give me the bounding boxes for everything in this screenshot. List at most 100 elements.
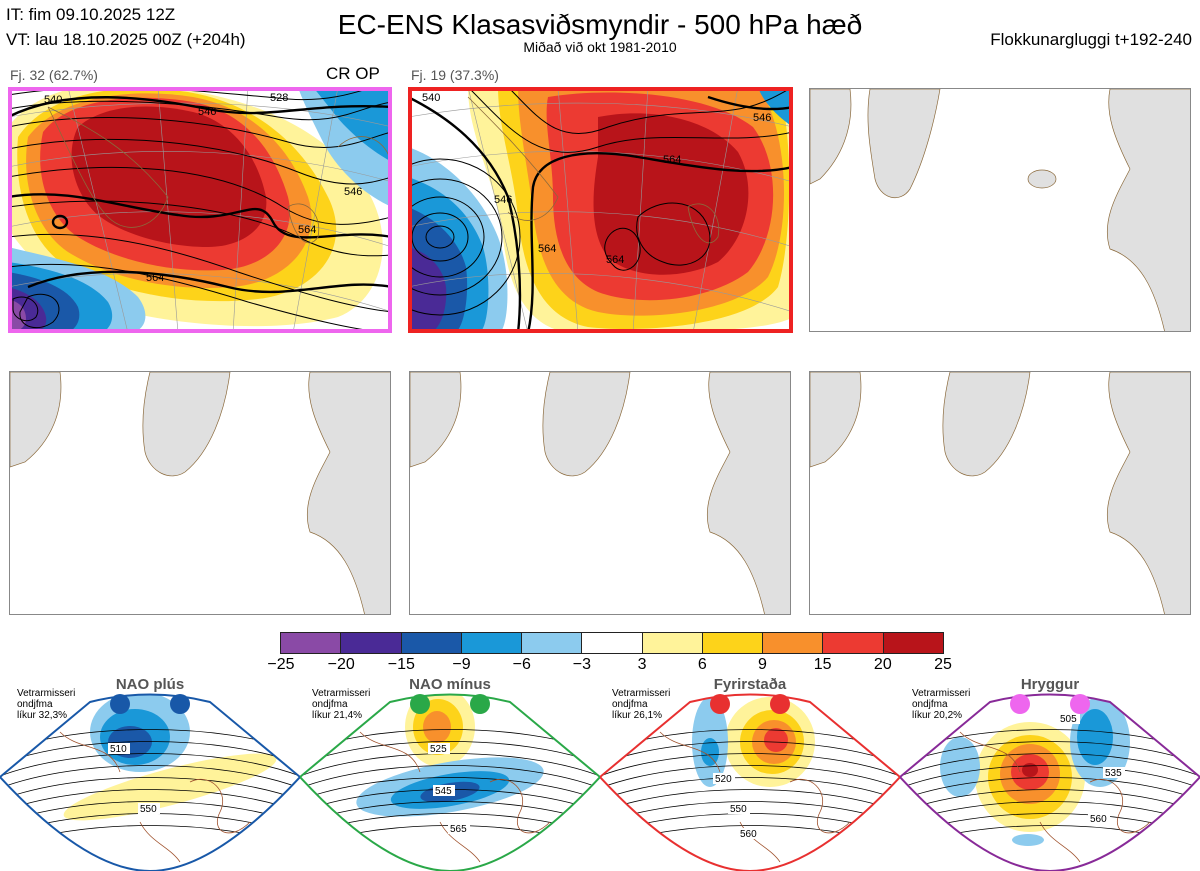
- colorbar-segment: [883, 633, 943, 653]
- contour-labels: 540 546 528 546 564 564: [44, 92, 362, 284]
- height-contour: [900, 765, 1200, 789]
- regime-note: ondjfma: [912, 699, 948, 710]
- contour-label: 564: [606, 254, 624, 266]
- height-contour: [300, 741, 600, 765]
- contour-label: 550: [140, 804, 157, 815]
- cluster-1-op-label: CR OP: [326, 64, 380, 83]
- anomaly-blob: [1022, 763, 1038, 777]
- regime-marker-dot: [1070, 694, 1090, 714]
- regime-note: líkur 26,1%: [612, 710, 663, 721]
- colorbar-tick-label: −15: [387, 656, 415, 673]
- cluster-border: [408, 87, 793, 333]
- height-contour: [600, 789, 900, 813]
- contour-label-bg: [448, 823, 470, 834]
- regime-map: 505 535 560: [900, 693, 1200, 871]
- height-contour: [0, 753, 300, 777]
- regime-note: Vetrarmisseri: [17, 688, 76, 699]
- regime-border: [900, 693, 1200, 871]
- colorbar-segment: [823, 633, 884, 653]
- regime-panel[interactable]: NAO plús Vetrarmisseri ondjfma líkur 32,3% 5…: [0, 672, 300, 871]
- contour-label: 505: [1060, 714, 1077, 725]
- colorbar-segment: [763, 633, 824, 653]
- page-title: EC-ENS Klasasviðsmyndir - 500 hPa hæð: [337, 9, 863, 40]
- contour-label: 564: [538, 243, 556, 255]
- valid-time: VT: lau 18.10.2025 00Z (+204h): [6, 30, 246, 49]
- anomaly-blob: [423, 711, 451, 743]
- height-contour: [600, 765, 900, 789]
- height-contour: [600, 741, 900, 765]
- regime-marker-dot: [110, 694, 130, 714]
- height-contour: [900, 741, 1200, 765]
- regime-note: Vetrarmisseri: [912, 688, 971, 699]
- cluster-border: [8, 87, 392, 333]
- coastline: [359, 731, 551, 863]
- regime-panel[interactable]: Fyrirstaða Vetrarmisseri ondjfma líkur 26,1…: [600, 672, 900, 871]
- contour-label: 528: [270, 92, 288, 104]
- regime-border: [0, 693, 300, 871]
- colorbar-segment: [582, 633, 643, 653]
- coastline: [959, 731, 1151, 863]
- colorbar-tick-label: 3: [637, 656, 647, 673]
- height-contour: [900, 825, 1200, 849]
- regime-title: NAO mínus: [409, 676, 491, 693]
- contour-label: 540: [422, 92, 440, 104]
- contour-label: 564: [298, 224, 316, 236]
- regime-marker-dot: [170, 694, 190, 714]
- contour-label: 520: [715, 774, 732, 785]
- regime-note: ondjfma: [612, 699, 648, 710]
- contour-label: 535: [1105, 768, 1122, 779]
- height-contour: [600, 753, 900, 777]
- colorbar-tick-label: 6: [697, 656, 707, 673]
- colorbar: [280, 632, 944, 654]
- height-contour: [0, 777, 300, 801]
- colorbar-tick-label: 9: [758, 656, 767, 673]
- height-contour: [300, 777, 600, 801]
- regime-note: líkur 32,3%: [17, 710, 68, 721]
- anomaly-fill: [408, 87, 793, 333]
- anomaly-fill: [8, 87, 392, 333]
- contour-label-bg: [1058, 713, 1080, 724]
- contour-label-bg: [738, 828, 760, 839]
- cluster-1-map[interactable]: 540 546 528 546 564 564: [8, 87, 392, 333]
- height-contour: [0, 765, 300, 789]
- regime-marker-dot: [410, 694, 430, 714]
- colorbar-segment: [522, 633, 583, 653]
- cluster-2-map[interactable]: 540 546 546 564 564 564: [408, 87, 793, 333]
- contour-label: 560: [740, 829, 757, 840]
- contour-label: 546: [494, 194, 512, 206]
- contour-label-bg: [433, 785, 455, 796]
- graticule: [408, 87, 793, 333]
- regime-marker-dot: [1010, 694, 1030, 714]
- empty-map-panel: [809, 88, 1191, 332]
- height-contour: [0, 813, 300, 837]
- contour-label: 564: [146, 272, 164, 284]
- height-contour: [0, 789, 300, 813]
- empty-map-panel: [409, 371, 791, 615]
- height-contour: [900, 753, 1200, 777]
- regime-border: [300, 693, 600, 871]
- cluster-2-label: Fj. 19 (37.3%): [411, 67, 499, 83]
- colorbar-tick-label: 20: [873, 656, 892, 673]
- contour-label-bg: [728, 803, 750, 814]
- contour-label-bg: [1103, 767, 1125, 778]
- regime-marker-dot: [770, 694, 790, 714]
- colorbar-segment: [401, 633, 462, 653]
- colorbar-segment: [341, 633, 402, 653]
- regime-marker-dot: [470, 694, 490, 714]
- contour-label: 564: [663, 154, 681, 166]
- empty-map-panel: [809, 371, 1191, 615]
- clustering-window-label: Flokkunargluggi t+192-240: [990, 30, 1192, 49]
- regime-panel[interactable]: Hryggur Vetrarmisseri ondjfma líkur 20,2% 50…: [900, 672, 1200, 871]
- coastline: [659, 731, 851, 863]
- anomaly-blob: [1077, 709, 1113, 765]
- page-subtitle: Miðað við okt 1981-2010: [523, 39, 677, 55]
- regime-map: 525 545 565: [300, 693, 600, 871]
- colorbar-tick-label: −25: [267, 656, 295, 673]
- contour-label: 540: [44, 94, 62, 106]
- regime-note: líkur 21,4%: [312, 710, 363, 721]
- contour-label: 560: [1090, 814, 1107, 825]
- regime-panel[interactable]: NAO mínus Vetrarmisseri ondjfma líkur 21,4%…: [300, 672, 600, 871]
- empty-map-panel: [9, 371, 391, 615]
- colorbar-segment: [642, 633, 703, 653]
- contour-label: 546: [198, 106, 216, 118]
